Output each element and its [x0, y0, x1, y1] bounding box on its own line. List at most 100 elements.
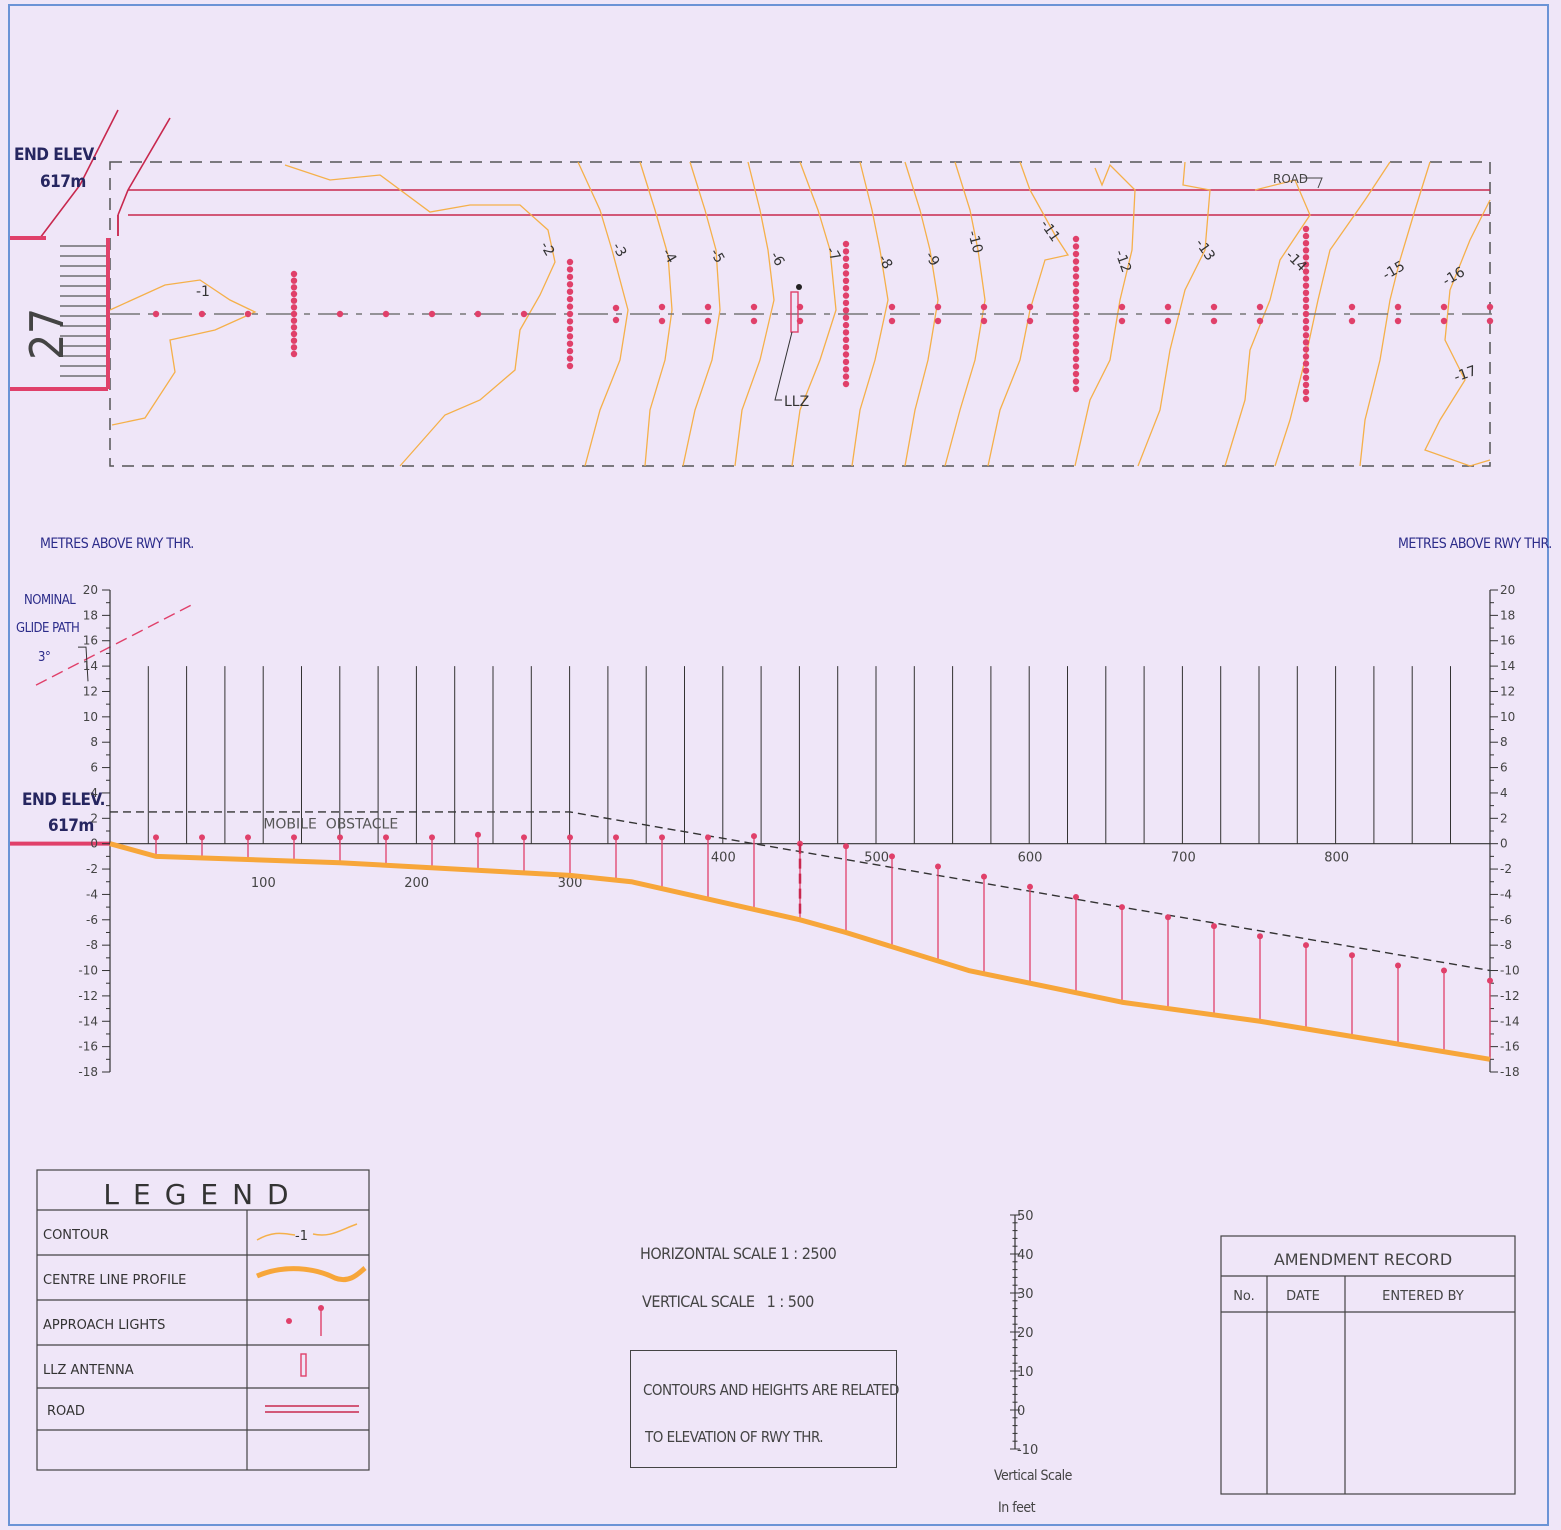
plan-light — [1302, 339, 1310, 346]
y-tick-label: 16 — [83, 634, 98, 648]
plan-light — [1302, 325, 1310, 332]
plan-light — [1072, 378, 1080, 385]
y-tick-label: 2 — [90, 811, 98, 825]
y-tick-label: 18 — [1500, 608, 1515, 622]
plan-light — [1072, 258, 1080, 265]
contour-label: -16 — [1440, 264, 1468, 289]
y-tick-label: -12 — [1500, 989, 1520, 1003]
feet-tick-label: 50 — [1017, 1209, 1034, 1224]
glide-path-line2: GLIDE PATH — [16, 621, 80, 636]
approach-light — [1119, 904, 1125, 911]
legend-approach-lights: APPROACH LIGHTS — [43, 1318, 165, 1333]
plan-light — [382, 310, 390, 318]
plan-light — [1394, 303, 1402, 311]
x-tick-label: 500 — [864, 850, 889, 865]
note-line1: CONTOURS AND HEIGHTS ARE RELATED — [643, 1381, 899, 1399]
approach-light — [751, 833, 757, 840]
legend-profile-sample — [256, 1266, 367, 1283]
llz-label: LLZ — [784, 394, 809, 410]
plan-light — [1302, 317, 1310, 325]
plan-light — [612, 316, 620, 324]
plan-light — [842, 366, 850, 373]
plan-light — [428, 310, 436, 318]
plan-light — [934, 303, 942, 311]
amendment-record: AMENDMENT RECORD No. DATE ENTERED BY — [1220, 1235, 1516, 1495]
contour-label: -8 — [875, 252, 896, 272]
plan-light — [1164, 303, 1172, 311]
plan-light — [290, 284, 298, 291]
plan-light — [1302, 232, 1310, 240]
plan-light — [888, 303, 896, 311]
plan-light — [566, 325, 574, 333]
y-tick-label: 10 — [1500, 710, 1515, 724]
profile-end-elev-label: END ELEV. — [22, 790, 105, 810]
plan-light — [290, 270, 298, 278]
plan-light — [290, 344, 298, 351]
plan-light — [1302, 296, 1310, 303]
plan-light — [842, 321, 850, 329]
approach-light — [291, 834, 297, 841]
plan-light — [1072, 385, 1080, 393]
y-tick-label: 4 — [90, 786, 98, 800]
plan-light — [1302, 254, 1310, 261]
road — [117, 117, 1490, 236]
plan-light — [474, 310, 482, 318]
y-tick-label: 16 — [1500, 634, 1515, 648]
plan-light — [1072, 243, 1080, 250]
plan-light — [1210, 303, 1218, 311]
plan-light — [1256, 317, 1264, 325]
feet-tick-label: 40 — [1017, 1248, 1034, 1263]
plan-light — [1302, 310, 1310, 318]
y-tick-label: -6 — [1500, 913, 1512, 927]
mobile-obstacle-label: MOBILE OBSTACLE — [263, 816, 398, 832]
plan-light — [1302, 360, 1310, 367]
llz-antenna — [790, 291, 799, 333]
x-tick-label: 100 — [251, 876, 276, 891]
plan-light — [842, 248, 850, 255]
legend-road: ROAD — [47, 1404, 85, 1419]
plan-light — [1026, 317, 1034, 325]
y-tick-label: 10 — [83, 710, 98, 724]
approach-light — [1487, 977, 1493, 984]
plan-light — [520, 310, 528, 318]
approach-light — [1027, 883, 1033, 890]
plan-light — [888, 317, 896, 325]
y-tick-label: -8 — [1500, 938, 1512, 952]
plan-light — [1440, 317, 1448, 325]
approach-light — [521, 834, 527, 841]
left-axis-title: METRES ABOVE RWY THR. — [40, 536, 194, 552]
runway-end — [10, 236, 110, 391]
y-tick-label: 4 — [1500, 786, 1508, 800]
plan-light — [1302, 395, 1310, 403]
y-tick-label: 14 — [1500, 659, 1515, 673]
plan-light — [1302, 332, 1310, 339]
approach-light — [843, 843, 849, 850]
llz-leader — [774, 331, 793, 401]
glide-path-line3: 3° — [38, 650, 51, 665]
y-tick-label: 14 — [83, 659, 98, 673]
y-tick-label: -18 — [78, 1065, 98, 1079]
x-tick-label: 600 — [1018, 850, 1043, 865]
feet-tick-label: 10 — [1017, 1365, 1034, 1380]
legend-contour-sample — [256, 1223, 358, 1241]
plan-light — [1302, 367, 1310, 374]
plan-light — [842, 336, 850, 343]
plan-light — [566, 281, 574, 288]
contour-label: -1 — [196, 284, 210, 300]
runway-designator: 27 — [20, 308, 74, 360]
plan-light — [842, 358, 850, 366]
y-tick-label: -4 — [86, 887, 98, 901]
plan-light — [290, 290, 298, 298]
plan-light — [336, 310, 344, 318]
nominal-glide-path — [35, 602, 197, 686]
profile-axes: 20181614121086420-2-4-6-8-10-12-14-16-18… — [78, 583, 1519, 1079]
plan-light — [1072, 355, 1080, 363]
plan-light — [290, 310, 298, 318]
plan-light — [842, 270, 850, 277]
y-tick-label: 12 — [83, 684, 98, 698]
feet-tick-label: 30 — [1017, 1287, 1034, 1302]
plan-light — [198, 310, 206, 318]
plan-light — [1072, 288, 1080, 295]
plan-light — [152, 310, 160, 318]
plan-light — [1440, 303, 1448, 311]
